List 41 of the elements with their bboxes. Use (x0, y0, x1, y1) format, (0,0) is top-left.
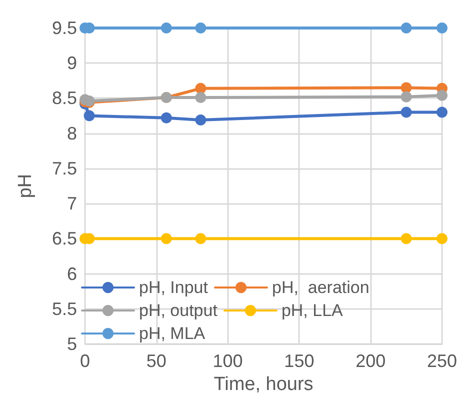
point (400, 106, 412, 118)
legend-label: pH, output (139, 301, 218, 320)
point (400, 22, 412, 34)
point (160, 233, 172, 244)
x-tick-label: 100 (212, 351, 243, 371)
point (400, 82, 412, 94)
y-tick-label: 6 (66, 264, 77, 284)
y-axis-title: pH (15, 174, 36, 198)
legend-label: pH, MLA (139, 324, 206, 343)
x-tick-label: 150 (284, 351, 314, 371)
point (195, 233, 206, 244)
point (195, 92, 206, 104)
y-tick-label: 9 (66, 53, 77, 74)
x-tick-label: 50 (146, 351, 166, 371)
point (195, 22, 206, 34)
point (84, 110, 95, 122)
y-tick-label: 9.5 (52, 18, 77, 38)
x-tick-label: 200 (356, 351, 386, 371)
legend-label: pH, aeration (272, 278, 370, 297)
y-tick-label: 8.5 (52, 88, 77, 108)
point (400, 91, 412, 102)
y-tick-label: 5 (66, 334, 77, 354)
point (436, 22, 448, 34)
x-axis-title: Time, hours (214, 374, 314, 395)
point (195, 114, 206, 126)
point (436, 106, 448, 118)
point (400, 233, 412, 244)
y-tick-label: 8 (66, 123, 77, 144)
legend-label: pH, Input (139, 278, 208, 297)
legend-label: pH, LLA (281, 301, 344, 320)
point (160, 112, 172, 124)
y-tick-label: 5.5 (52, 298, 77, 319)
point (436, 90, 448, 101)
y-tick-label: 7.5 (52, 158, 77, 178)
x-tick-label: 250 (426, 351, 458, 371)
y-tick-label: 6.5 (52, 228, 77, 249)
x-tick-label: 0 (80, 351, 90, 371)
point (436, 233, 448, 244)
y-tick-label: 7 (66, 194, 77, 214)
point (195, 82, 206, 94)
point (160, 22, 172, 34)
